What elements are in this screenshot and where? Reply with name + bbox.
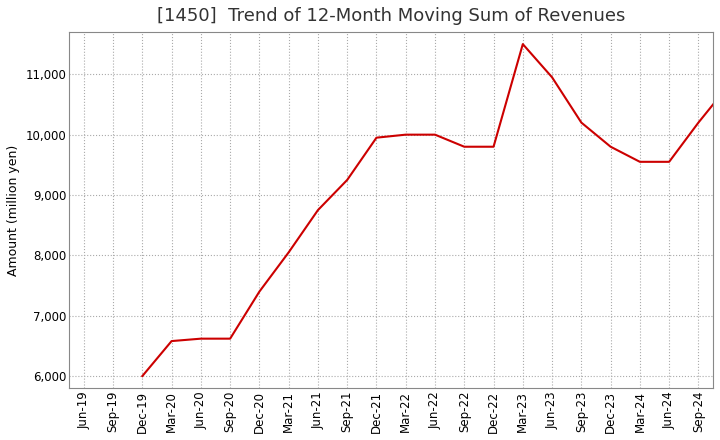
Title: [1450]  Trend of 12-Month Moving Sum of Revenues: [1450] Trend of 12-Month Moving Sum of R… — [157, 7, 625, 25]
Y-axis label: Amount (million yen): Amount (million yen) — [7, 144, 20, 276]
